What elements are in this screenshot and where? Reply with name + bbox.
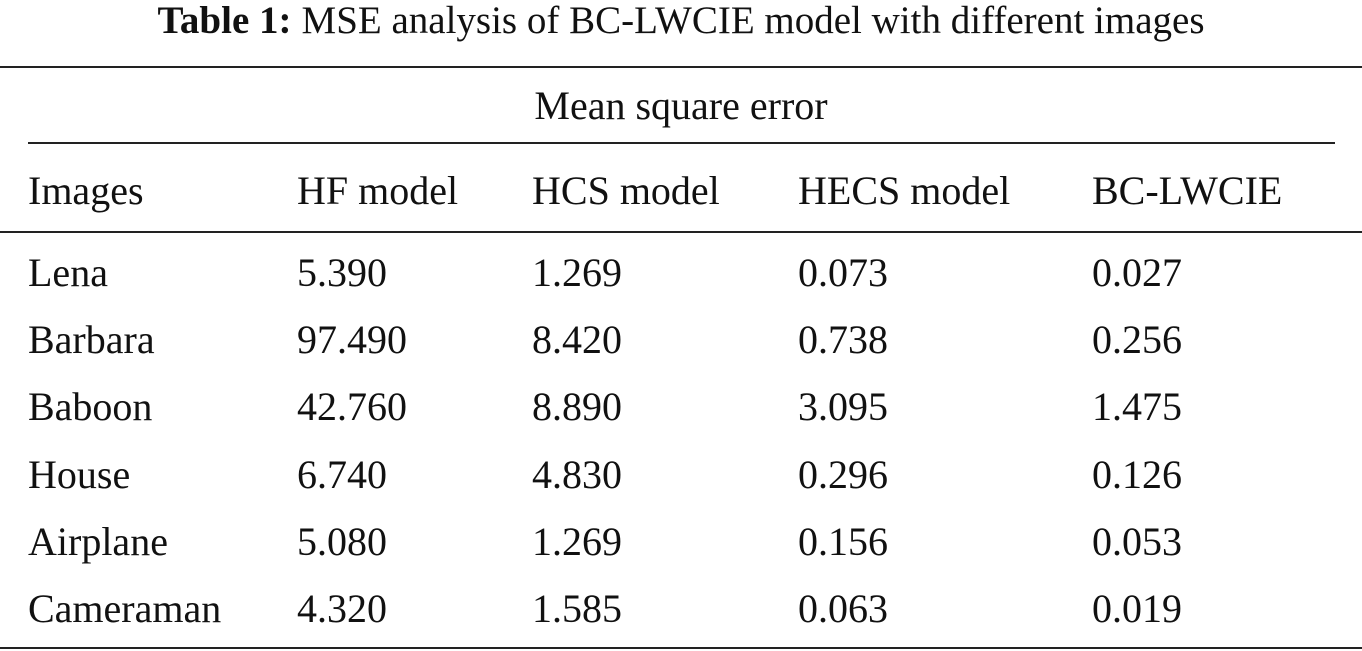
row-label: House (28, 451, 131, 497)
cell: 42.760 (297, 384, 407, 430)
cell: 1.269 (532, 250, 622, 295)
cell: 0.027 (1092, 250, 1182, 295)
cell: 0.256 (1092, 317, 1182, 363)
cell: 5.390 (297, 250, 387, 295)
cell: 5.080 (297, 518, 387, 564)
row-label: Baboon (28, 384, 153, 430)
cell: 8.420 (532, 317, 622, 363)
column-header: HECS model (798, 168, 1011, 213)
column-header: HCS model (532, 168, 720, 213)
cell: 4.320 (297, 586, 387, 631)
cell: 0.053 (1092, 518, 1182, 564)
cell: 1.585 (532, 586, 622, 631)
row-label: Barbara (28, 317, 155, 363)
cell: 1.475 (1092, 384, 1182, 430)
cell: 0.296 (798, 451, 888, 497)
cell: 6.740 (297, 451, 387, 497)
caption-text: MSE analysis of BC-LWCIE model with diff… (301, 0, 1205, 42)
row-label: Airplane (28, 518, 168, 564)
row-label: Cameraman (28, 586, 222, 631)
cell: 4.830 (532, 451, 622, 497)
bottom-rule (0, 647, 1362, 649)
header-rule (0, 231, 1362, 233)
cell: 0.063 (798, 586, 888, 631)
spanner-rule (28, 142, 1335, 144)
table-caption: Table 1: MSE analysis of BC-LWCIE model w… (0, 0, 1362, 42)
top-rule (0, 66, 1362, 68)
cell: 0.156 (798, 518, 888, 564)
cell: 8.890 (532, 384, 622, 430)
cell: 1.269 (532, 518, 622, 564)
cell: 0.126 (1092, 451, 1182, 497)
cell: 0.019 (1092, 586, 1182, 631)
column-header: HF model (297, 168, 459, 213)
cell: 0.073 (798, 250, 888, 295)
cell: 97.490 (297, 317, 407, 363)
column-header: BC-LWCIE (1092, 168, 1283, 213)
spanner-header: Mean square error (534, 83, 828, 128)
cell: 3.095 (798, 384, 888, 430)
cell: 0.738 (798, 317, 888, 363)
caption-label: Table 1: (157, 0, 292, 42)
row-label: Lena (28, 250, 108, 295)
column-header: Images (28, 168, 144, 213)
